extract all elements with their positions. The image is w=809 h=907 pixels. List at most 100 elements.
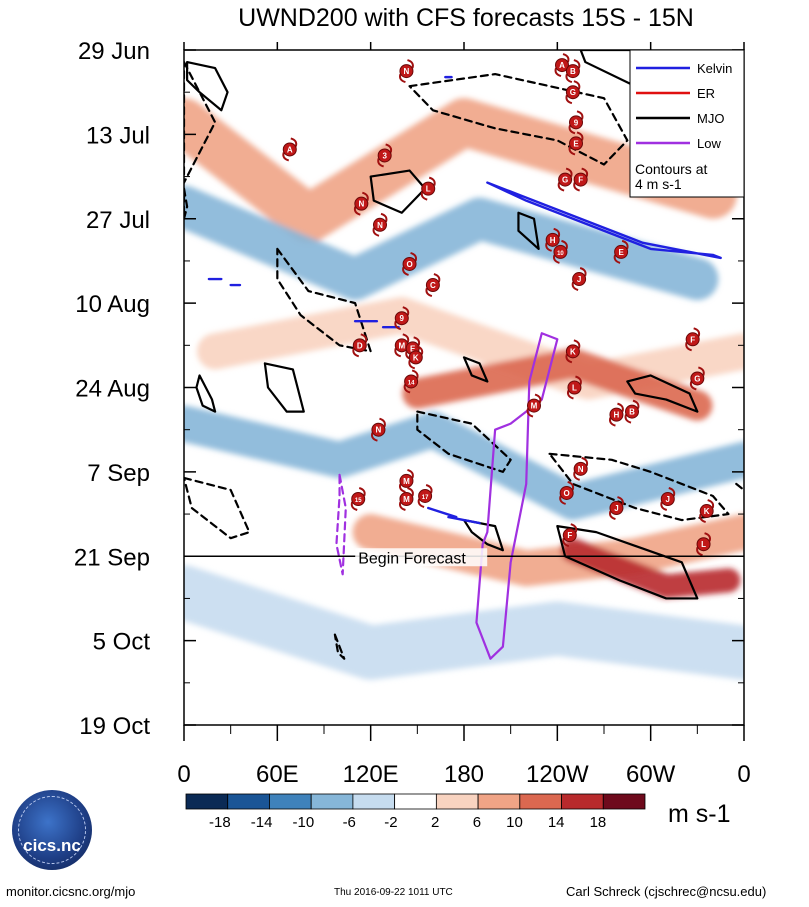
storm-icon <box>559 485 574 500</box>
anomaly-band-negative <box>184 405 744 521</box>
mjo-contour <box>195 374 217 413</box>
storm-swirl-bottom <box>699 513 706 524</box>
storm-label: L <box>572 384 577 393</box>
storm-swirl-top <box>668 487 676 497</box>
storm-marker: O <box>402 251 417 276</box>
storm-swirl-bottom <box>609 510 616 520</box>
anomaly-band-positive <box>560 538 741 599</box>
storm-label: C <box>430 281 436 290</box>
storm-icon <box>569 115 583 130</box>
storm-icon <box>553 244 568 259</box>
storm-swirl-bottom <box>377 158 384 168</box>
storm-swirl-top <box>632 399 640 409</box>
storm-swirl-bottom <box>573 182 580 192</box>
storm-swirl-top <box>413 336 421 346</box>
storm-swirl-top <box>380 212 388 223</box>
colorbar-label: -2 <box>384 814 397 831</box>
storm-marker: H <box>609 402 624 427</box>
storm-marker: G <box>689 366 705 391</box>
storm-marker: L <box>696 532 711 557</box>
storm-icon <box>569 136 583 151</box>
begin-forecast-label: Begin Forecast <box>358 550 466 567</box>
storm-swirl-top <box>579 267 587 277</box>
storm-swirl-bottom <box>394 347 402 358</box>
x-tick-label: 60E <box>256 761 299 788</box>
storm-icon <box>399 473 414 488</box>
storm-label: F <box>690 335 695 344</box>
storm-icon <box>402 256 417 271</box>
storm-marker: E <box>613 239 629 264</box>
storm-icon <box>282 142 297 157</box>
storm-label: M <box>403 495 410 504</box>
colorbar-label: -6 <box>343 814 356 831</box>
storm-swirl-top <box>565 167 573 177</box>
website-link[interactable]: monitor.cicsnc.org/mjo <box>6 884 136 899</box>
mjo-contour <box>548 452 730 522</box>
mjo-contour <box>263 362 305 413</box>
storm-label: G <box>570 88 576 97</box>
storm-icon <box>352 338 367 353</box>
storm-swirl-bottom <box>399 73 406 84</box>
storm-marker: L <box>567 375 582 400</box>
storm-swirl-top <box>358 487 366 497</box>
colorbar-label: -18 <box>209 814 231 831</box>
storm-swirl-top <box>410 251 417 262</box>
storm-label: N <box>358 200 364 209</box>
colorbar-swatch <box>602 793 646 810</box>
storm-marker: M <box>394 333 410 358</box>
storm-icon <box>399 491 414 506</box>
storm-marker: F <box>573 167 589 192</box>
storm-swirl-top <box>534 393 542 403</box>
colorbar-swatch <box>185 793 229 810</box>
storm-swirl-bottom <box>402 266 409 276</box>
anomaly-band-positive <box>184 98 737 243</box>
storm-swirl-bottom <box>689 381 697 391</box>
y-tick-label: 29 Jun <box>78 38 150 65</box>
storm-swirl-top <box>573 80 581 90</box>
storm-icon <box>558 172 573 187</box>
storm-label: K <box>413 353 419 362</box>
mjo-contour <box>626 374 699 413</box>
storm-marker: O <box>559 481 575 505</box>
storm-label: 3 <box>382 151 387 160</box>
colorbar-label: 14 <box>548 814 565 831</box>
legend-label-low: Low <box>697 136 721 151</box>
low-contour <box>335 473 347 576</box>
storm-marker: C <box>425 273 441 298</box>
colorbar-label: 6 <box>473 814 481 831</box>
storm-swirl-top <box>693 327 701 337</box>
storm-swirl-bottom <box>696 546 703 557</box>
mjo-contour <box>333 633 346 660</box>
storm-swirl-top <box>575 375 582 385</box>
storm-icon <box>555 58 569 73</box>
storm-swirl-bottom <box>425 287 433 298</box>
storm-marker: K <box>699 499 715 524</box>
storm-swirl-bottom <box>624 414 632 424</box>
storm-icon <box>685 332 700 347</box>
mjo-contour <box>735 482 744 492</box>
storm-marker: N <box>353 191 369 216</box>
storm-swirl-bottom <box>609 417 616 427</box>
storm-icon <box>573 461 588 476</box>
storm-icon <box>660 491 675 506</box>
storm-marker: B <box>565 59 581 84</box>
storm-marker: 10 <box>553 239 568 264</box>
storm-marker: G <box>565 80 581 105</box>
storm-swirl-bottom <box>571 281 579 291</box>
legend-note: 4 m s-1 <box>635 176 682 192</box>
storm-swirl-top <box>362 191 369 201</box>
storm-label: O <box>564 489 570 498</box>
storm-swirl-top <box>407 487 414 497</box>
legend-label-mjo: MJO <box>697 111 724 126</box>
storm-icon <box>690 371 705 386</box>
storm-icon <box>527 398 541 413</box>
storm-label: J <box>614 504 618 513</box>
storm-label: A <box>287 145 293 154</box>
storm-swirl-top <box>360 333 368 343</box>
storm-marker: 17 <box>417 484 433 508</box>
storm-label: 14 <box>408 380 415 386</box>
storm-marker: H <box>545 227 561 252</box>
storm-swirl-top <box>385 143 393 153</box>
storm-swirl-top <box>428 176 436 186</box>
storm-swirl-bottom <box>372 227 380 237</box>
